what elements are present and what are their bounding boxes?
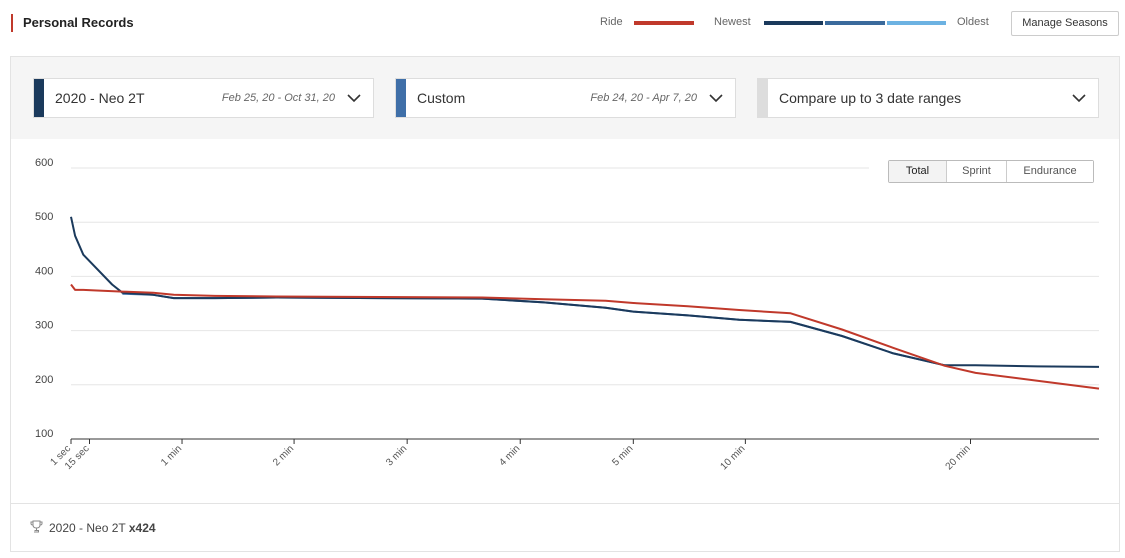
legend-oldest-label: Oldest (957, 16, 989, 28)
header: Personal Records Ride Newest Oldest Mana… (0, 0, 1125, 48)
legend-ride-label: Ride (600, 16, 623, 28)
range-dates: Feb 24, 20 - Apr 7, 20 (590, 92, 697, 104)
tab-sprint[interactable]: Sprint (946, 161, 1006, 182)
legend-gradient-segment (886, 21, 946, 25)
legend-gradient (764, 21, 946, 25)
range-name: Custom (417, 90, 466, 106)
trophy-icon (30, 520, 43, 533)
x-tick-label: 20 min (944, 443, 973, 472)
title-accent: Personal Records (11, 14, 134, 32)
date-range-selectors: 2020 - Neo 2T Feb 25, 20 - Oct 31, 20 Cu… (11, 57, 1119, 139)
y-tick-label: 500 (35, 211, 53, 223)
range-color-bar (396, 79, 406, 117)
y-tick-label: 400 (35, 265, 53, 277)
range-selector-1[interactable]: 2020 - Neo 2T Feb 25, 20 - Oct 31, 20 (33, 78, 374, 118)
chart-mode-toggle: Total Sprint Endurance (888, 160, 1094, 183)
range-color-bar (758, 79, 768, 117)
manage-seasons-button[interactable]: Manage Seasons (1011, 11, 1119, 36)
compare-placeholder: Compare up to 3 date ranges (779, 90, 962, 106)
series-line-neo-2t (70, 216, 1100, 368)
records-card: 2020 - Neo 2T Feb 25, 20 - Oct 31, 20 Cu… (10, 56, 1120, 552)
legend-gradient-segment (825, 21, 885, 25)
range-color-bar (34, 79, 44, 117)
x-tick-label: 3 min (384, 443, 409, 468)
tab-total[interactable]: Total (889, 161, 946, 182)
x-tick-label: 10 min (718, 443, 747, 472)
footer: 2020 - Neo 2T x424 (11, 503, 1119, 551)
tab-endurance[interactable]: Endurance (1006, 161, 1093, 182)
chevron-down-icon (347, 94, 361, 103)
range-name: 2020 - Neo 2T (55, 90, 145, 106)
y-tick-label: 100 (35, 428, 53, 440)
footer-count: x424 (128, 521, 156, 535)
range-selector-2[interactable]: Custom Feb 24, 20 - Apr 7, 20 (395, 78, 736, 118)
x-tick-label: 2 min (271, 443, 296, 468)
range-dates: Feb 25, 20 - Oct 31, 20 (221, 92, 335, 104)
legend-ride-swatch (634, 21, 694, 25)
legend-gradient-segment (764, 21, 824, 25)
x-tick-label: 5 min (610, 443, 635, 468)
compare-range-selector[interactable]: Compare up to 3 date ranges (757, 78, 1099, 118)
y-tick-label: 300 (35, 320, 53, 332)
footer-record: 2020 - Neo 2T x424 (49, 521, 156, 535)
page-title: Personal Records (23, 15, 134, 30)
chevron-down-icon (709, 94, 723, 103)
y-tick-label: 600 (35, 157, 53, 169)
y-tick-label: 200 (35, 374, 53, 386)
x-tick-label: 4 min (497, 443, 522, 468)
footer-range-name: 2020 - Neo 2T (49, 521, 126, 535)
x-tick-label: 1 min (159, 443, 184, 468)
legend-newest-label: Newest (714, 16, 751, 28)
series-line-ride (70, 283, 1100, 390)
chevron-down-icon (1072, 94, 1086, 103)
